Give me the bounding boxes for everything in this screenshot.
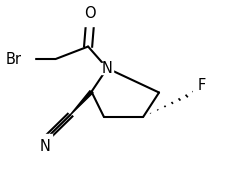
Polygon shape	[70, 91, 93, 115]
Bar	[83, 12, 97, 26]
Text: Br: Br	[6, 52, 22, 67]
Bar	[101, 63, 113, 74]
Bar	[14, 53, 34, 65]
Bar	[39, 134, 51, 145]
Text: F: F	[196, 78, 205, 92]
Text: N: N	[40, 139, 51, 154]
Text: O: O	[84, 6, 96, 21]
Text: N: N	[101, 61, 112, 76]
Bar	[192, 87, 205, 98]
